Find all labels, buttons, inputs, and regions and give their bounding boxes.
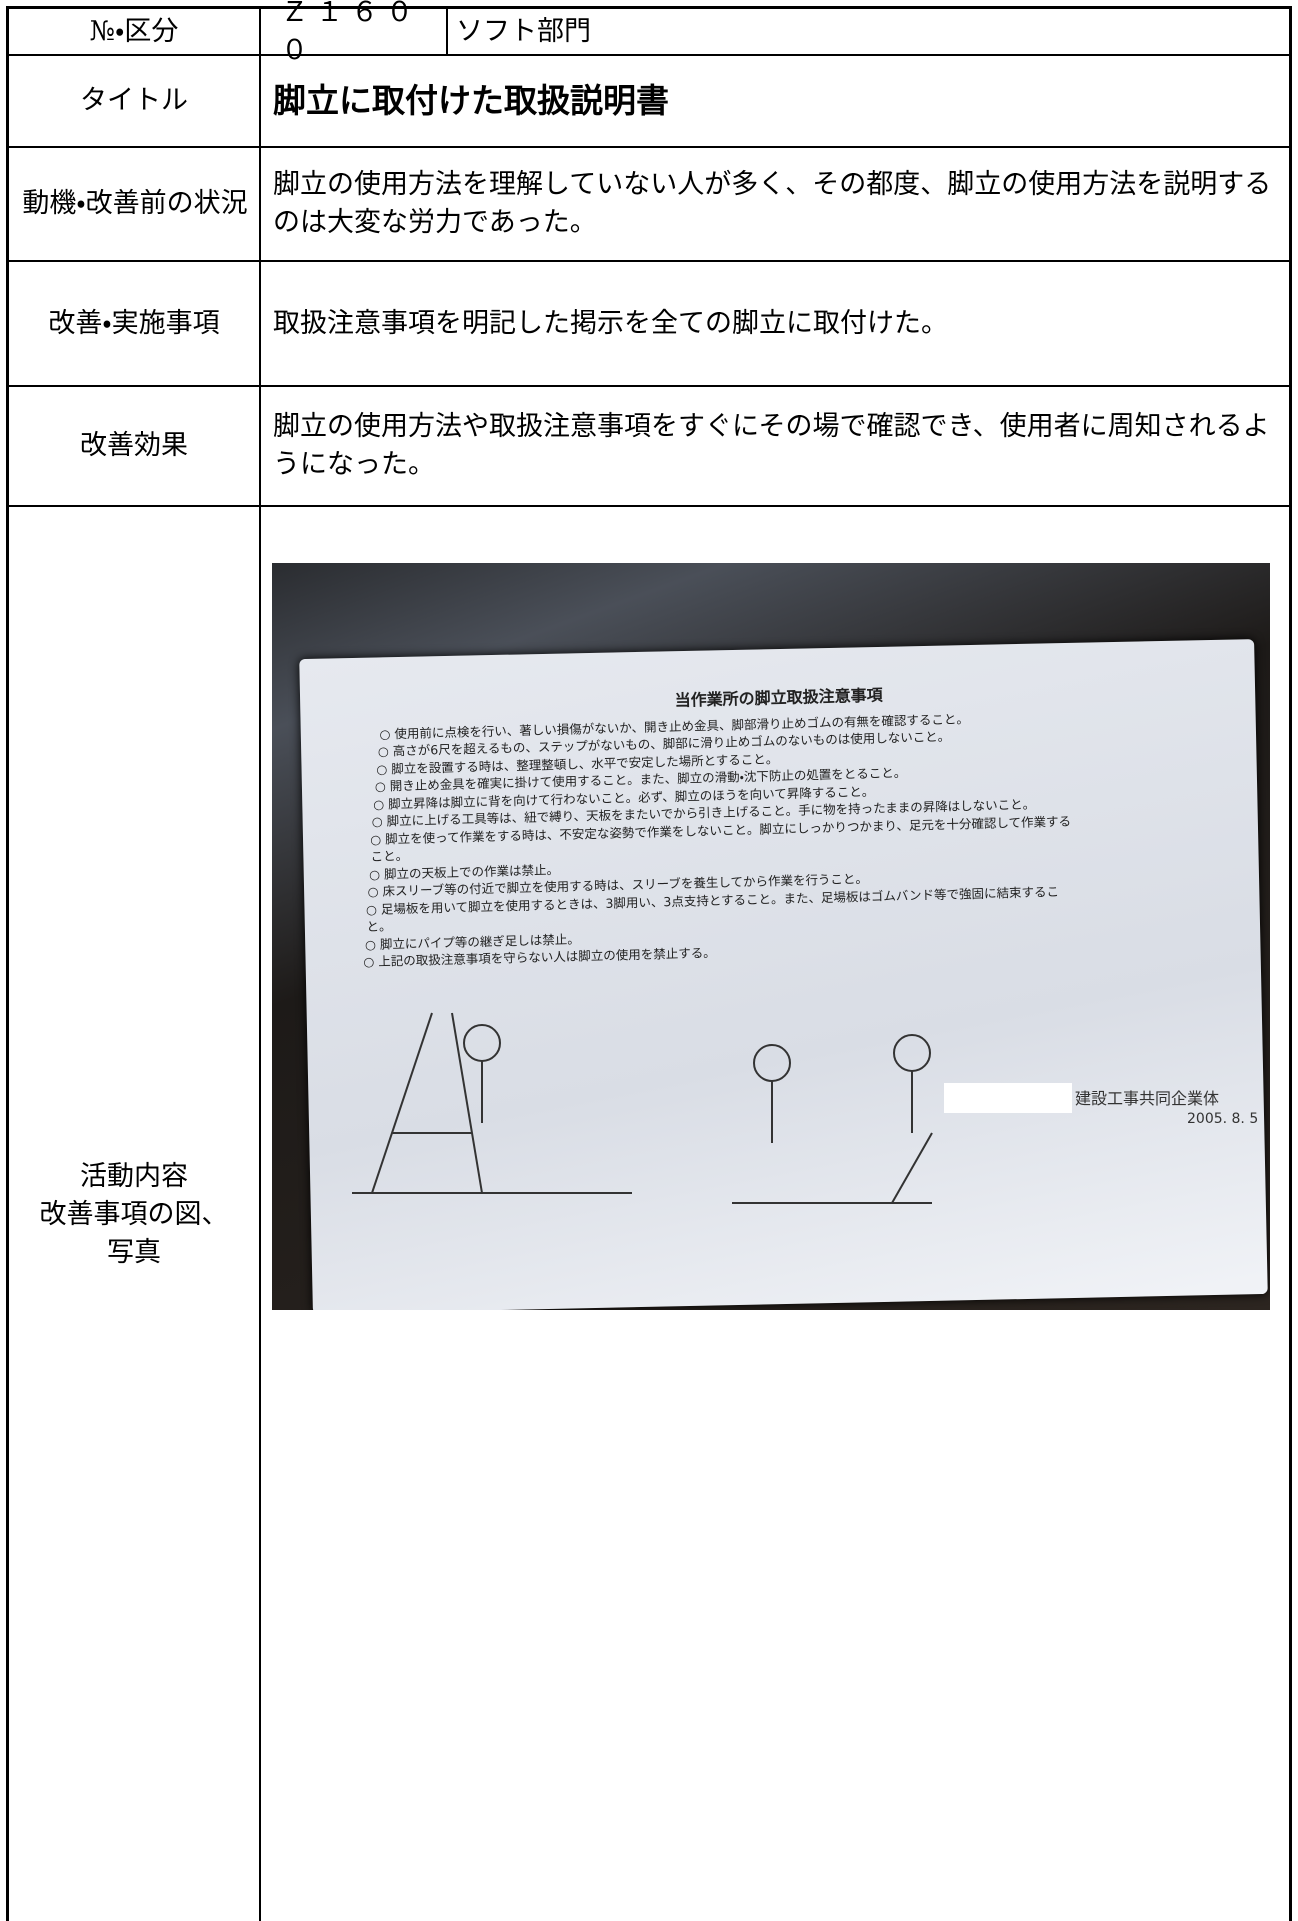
row-label: 改善効果	[80, 430, 188, 461]
row-divider	[6, 146, 1292, 148]
header-label: №・区分	[89, 15, 179, 47]
sign-date: 2005. 8. 5	[1187, 1111, 1259, 1127]
row-label: 改善・実施事項	[48, 307, 220, 339]
header-category: ソフト部門	[456, 15, 591, 47]
row-content: 取扱注意事項を明記した掲示を全ての脚立に取付けた。	[273, 307, 948, 339]
row-content: 脚立の使用方法や取扱注意事項をすぐにその場で確認でき、使用者に周知されるようにな…	[273, 411, 1270, 480]
label-line: 写真	[107, 1237, 161, 1268]
row-label: タイトル	[80, 85, 188, 116]
column-divider	[259, 6, 261, 1921]
redaction	[944, 1083, 1072, 1113]
photo: 当作業所の脚立取扱注意事項 ○ 使用前に点検を行い、著しい損傷がないか、開き止め…	[272, 563, 1270, 1310]
sign-text: 当作業所の脚立取扱注意事項 ○ 使用前に点検を行い、著しい損傷がないか、開き止め…	[349, 682, 1076, 971]
activity-label: 活動内容 改善事項の図、 写真	[9, 1150, 259, 1280]
row-content: 脚立の使用方法を理解していない人が多く、その都度、脚立の使用方法を説明するのは大…	[273, 169, 1272, 238]
label-line: 活動内容	[80, 1161, 188, 1192]
sign-footer: 建設工事共同企業体	[1075, 1089, 1220, 1108]
row-content: 脚立に取付けた取扱説明書	[273, 81, 669, 120]
row-divider	[6, 505, 1292, 507]
row-divider	[6, 54, 1292, 56]
sign-items: ○ 使用前に点検を行い、著しい損傷がないか、開き止め金具、脚部滑り止めゴムの有無…	[349, 707, 1075, 971]
form-frame	[6, 6, 1292, 1921]
header-divider	[446, 6, 448, 55]
header-number: Ｚ１６００	[281, 0, 421, 66]
row-label: 動機・改善前の状況	[22, 188, 248, 219]
row-divider	[6, 260, 1292, 262]
sign-illustrations	[352, 1012, 933, 1204]
row-divider	[6, 385, 1292, 387]
label-line: 改善事項の図、	[39, 1199, 229, 1230]
